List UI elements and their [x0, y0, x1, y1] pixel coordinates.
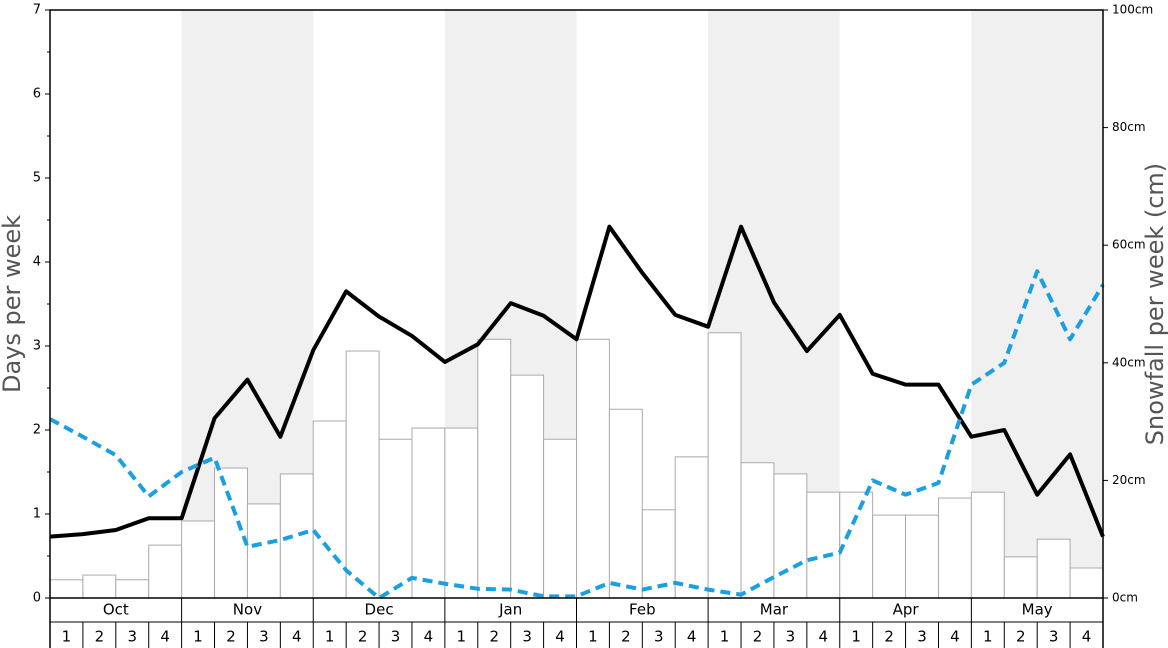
y2-axis-title: Snowfall per week (cm) — [1141, 163, 1168, 445]
week-label: 2 — [95, 628, 105, 646]
bar — [345, 350, 380, 599]
week-label: 1 — [588, 628, 598, 646]
bar — [543, 438, 577, 599]
month-label: Mar — [760, 601, 789, 619]
y-tick-label: 6 — [33, 87, 41, 102]
bar — [872, 514, 907, 599]
month-label: Oct — [103, 601, 129, 619]
week-label: 2 — [226, 628, 236, 646]
week-label: 2 — [753, 628, 763, 646]
bar — [773, 473, 808, 599]
month-label: Feb — [629, 601, 656, 619]
week-label: 3 — [1049, 628, 1059, 646]
week-label: 1 — [457, 628, 467, 646]
bar — [905, 514, 939, 599]
bar — [1069, 567, 1104, 599]
week-label: 3 — [391, 628, 401, 646]
week-label: 3 — [127, 628, 137, 646]
y-tick-label: 2 — [33, 423, 41, 438]
week-label: 2 — [358, 628, 368, 646]
bar — [214, 467, 248, 599]
bar — [510, 374, 545, 599]
week-label: 4 — [950, 628, 960, 646]
y2-tick-label: 0cm — [1112, 591, 1138, 605]
week-label: 4 — [424, 628, 434, 646]
bar — [1036, 538, 1071, 599]
week-label: 1 — [193, 628, 203, 646]
y2-tick-label: 100cm — [1112, 3, 1153, 17]
week-label: 2 — [489, 628, 499, 646]
bar — [411, 427, 446, 599]
y2-tick-label: 60cm — [1112, 238, 1146, 252]
y-tick-label: 7 — [33, 3, 41, 18]
bar — [477, 338, 512, 599]
bar — [246, 503, 281, 599]
week-label: 4 — [292, 628, 302, 646]
week-label: 1 — [983, 628, 993, 646]
week-label: 4 — [555, 628, 565, 646]
week-label: 3 — [522, 628, 532, 646]
week-label: 1 — [720, 628, 730, 646]
line-series — [49, 224, 1105, 539]
bar — [608, 408, 643, 599]
bar — [115, 579, 150, 599]
week-label: 3 — [786, 628, 796, 646]
bar — [674, 456, 709, 599]
bar — [49, 579, 84, 599]
week-label: 3 — [259, 628, 269, 646]
week-label: 1 — [851, 628, 861, 646]
month-label: Dec — [365, 601, 394, 619]
y-tick-label: 1 — [33, 507, 41, 522]
bar — [937, 497, 972, 599]
week-label: 2 — [884, 628, 894, 646]
week-label: 1 — [325, 628, 335, 646]
bar — [970, 491, 1005, 599]
y-tick-label: 3 — [33, 339, 41, 354]
month-label: Apr — [893, 601, 920, 619]
bar — [1003, 556, 1038, 599]
y-axis-title: Days per week — [0, 215, 26, 393]
week-label: 2 — [1016, 628, 1026, 646]
bar — [312, 420, 347, 599]
week-label: 1 — [62, 628, 72, 646]
month-label: Nov — [233, 601, 262, 619]
bar — [181, 520, 216, 599]
bar — [279, 473, 314, 599]
bar — [444, 427, 479, 599]
bar — [707, 332, 742, 599]
y-tick-label: 4 — [33, 255, 41, 270]
week-label: 4 — [1082, 628, 1092, 646]
week-label: 3 — [654, 628, 664, 646]
y-tick-label: 5 — [33, 171, 41, 186]
y2-tick-label: 20cm — [1112, 473, 1146, 487]
month-label: May — [1022, 601, 1053, 619]
y-tick-label: 0 — [33, 591, 41, 606]
bar — [740, 462, 775, 599]
bar — [806, 491, 841, 599]
week-label: 4 — [819, 628, 829, 646]
bar — [148, 544, 183, 599]
bar — [576, 338, 610, 599]
y2-tick-label: 40cm — [1112, 355, 1146, 369]
month-label: Jan — [498, 601, 522, 619]
y2-tick-label: 80cm — [1112, 120, 1146, 134]
bar — [378, 438, 413, 599]
bar — [641, 509, 676, 599]
bar — [82, 574, 117, 599]
week-label: 2 — [621, 628, 631, 646]
week-label: 4 — [160, 628, 170, 646]
week-label: 3 — [917, 628, 927, 646]
week-label: 4 — [687, 628, 697, 646]
